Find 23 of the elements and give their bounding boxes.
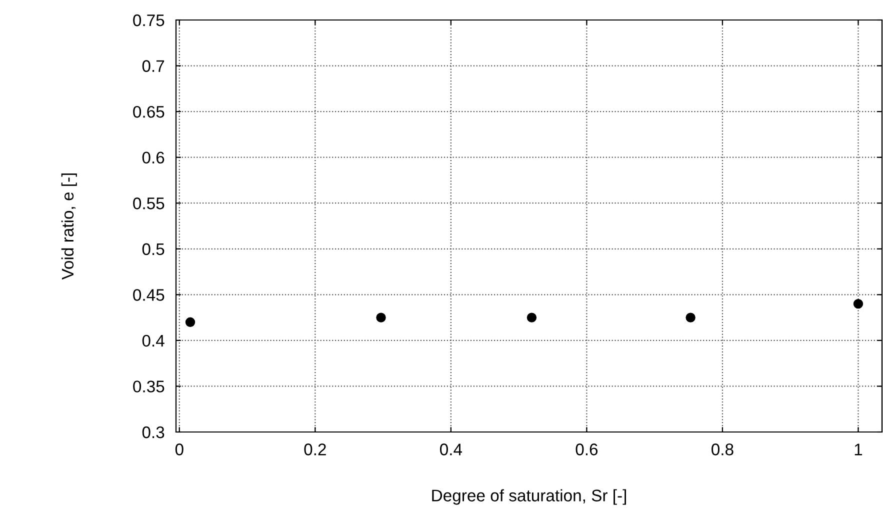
y-tick-label: 0.75 [133, 14, 164, 26]
point [526, 312, 537, 322]
x-tick-label: 1 [854, 444, 862, 456]
y-tick-label: 0.4 [142, 334, 164, 347]
y-tick-label: 0.3 [142, 426, 164, 438]
y-tick-label: 0.65 [133, 106, 164, 118]
x-tick-label: 0.8 [712, 444, 734, 456]
y-tick-label: 0.7 [142, 60, 164, 72]
x-tick-label: 0.2 [304, 444, 326, 456]
y-tick-label: 0.45 [133, 289, 164, 301]
x-tick-label: 0.4 [440, 444, 462, 456]
x-axis-title: Degree of saturation, Sr [-] [432, 489, 626, 505]
x-tick-label: 0 [175, 444, 184, 456]
y-tick-label: 0.35 [133, 380, 164, 392]
x-tick-label: 0.6 [576, 444, 598, 456]
y-tick-label: 0.6 [142, 152, 164, 164]
point [185, 317, 196, 327]
point [686, 312, 696, 322]
point [853, 298, 864, 309]
y-tick-label: 0.5 [142, 243, 164, 256]
y-axis-title: Void ratio, e [-] [61, 173, 77, 280]
point [376, 312, 386, 322]
y-tick-label: 0.55 [133, 198, 164, 210]
